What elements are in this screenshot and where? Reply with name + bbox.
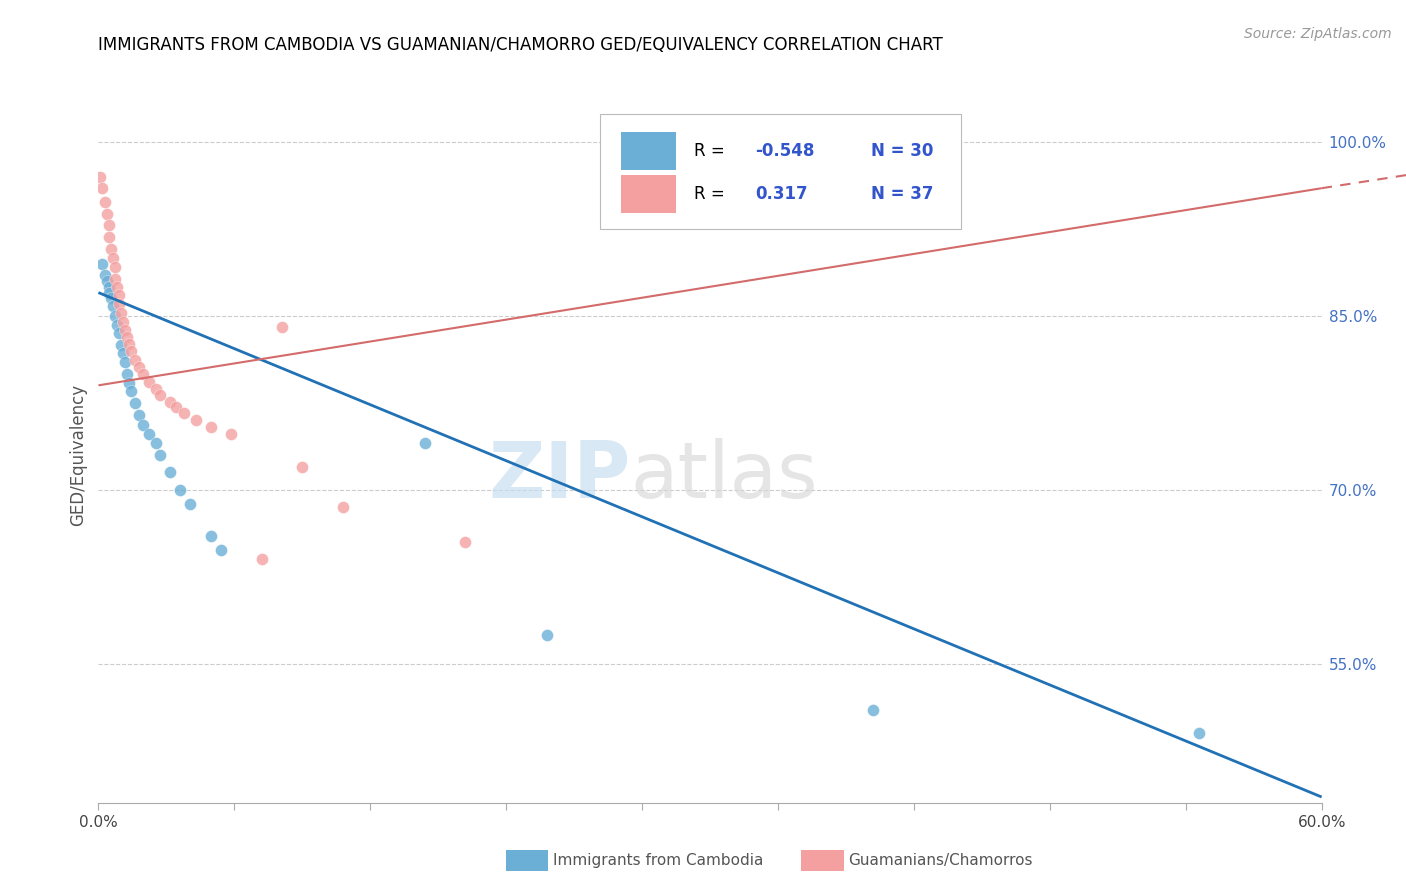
Text: atlas: atlas (630, 438, 818, 514)
Text: ZIP: ZIP (488, 438, 630, 514)
Point (159, 394, 181, 409)
Point (169, 483, 191, 497)
Text: R =: R = (695, 142, 730, 160)
Point (110, 338, 132, 352)
Point (108, 297, 131, 311)
Point (118, 376, 141, 390)
Point (200, 420, 222, 434)
FancyBboxPatch shape (620, 132, 676, 170)
Point (101, 251, 124, 265)
Point (159, 466, 181, 480)
Point (862, 703, 884, 717)
Point (1188, 726, 1211, 740)
Point (132, 417, 155, 432)
Point (101, 300, 124, 314)
Point (97, 230, 120, 244)
Point (124, 396, 146, 410)
Point (118, 336, 141, 351)
Point (138, 375, 160, 389)
Text: N = 37: N = 37 (872, 185, 934, 203)
Point (250, 552, 273, 566)
Text: IMMIGRANTS FROM CAMBODIA VS GUAMANIAN/CHAMORRO GED/EQUIVALENCY CORRELATION CHART: IMMIGRANTS FROM CAMBODIA VS GUAMANIAN/CH… (98, 36, 943, 54)
Point (97, 280, 120, 294)
Text: Source: ZipAtlas.com: Source: ZipAtlas.com (1244, 27, 1392, 41)
Point (108, 326, 131, 341)
Point (110, 306, 132, 320)
Point (114, 355, 136, 369)
Point (132, 367, 155, 381)
Point (111, 346, 134, 360)
Point (97, 285, 120, 300)
Point (105, 318, 128, 332)
Point (454, 534, 477, 549)
Point (97, 219, 120, 233)
Point (104, 309, 127, 323)
Point (93, 195, 115, 210)
Point (186, 413, 208, 427)
Text: 0.317: 0.317 (755, 185, 808, 203)
Point (111, 315, 134, 329)
Text: Guamanians/Chamorros: Guamanians/Chamorros (848, 854, 1032, 868)
FancyBboxPatch shape (600, 114, 960, 229)
Point (91, 181, 114, 195)
Point (93, 268, 115, 282)
Point (173, 406, 195, 420)
Point (209, 543, 232, 558)
Point (145, 436, 167, 450)
Y-axis label: GED/Equivalency: GED/Equivalency (69, 384, 87, 526)
Point (115, 367, 138, 381)
Point (179, 497, 201, 511)
Point (128, 409, 150, 423)
Point (138, 427, 160, 442)
Point (413, 436, 436, 450)
Point (115, 329, 138, 343)
Point (120, 343, 142, 358)
Point (291, 459, 314, 474)
Point (270, 320, 294, 334)
Point (165, 401, 187, 415)
Text: R =: R = (695, 185, 735, 203)
Point (536, 628, 558, 642)
Point (128, 359, 150, 374)
Point (100, 291, 122, 305)
Point (96, 207, 118, 221)
Point (104, 260, 127, 274)
Point (96, 274, 118, 288)
Point (124, 352, 146, 367)
Text: -0.548: -0.548 (755, 142, 814, 160)
Point (104, 271, 127, 285)
Point (332, 500, 354, 514)
Text: N = 30: N = 30 (872, 142, 934, 160)
Point (114, 323, 136, 337)
Point (91, 257, 114, 271)
Point (149, 387, 172, 401)
Point (108, 288, 131, 302)
Point (120, 384, 142, 398)
Text: Immigrants from Cambodia: Immigrants from Cambodia (553, 854, 763, 868)
FancyBboxPatch shape (620, 175, 676, 213)
Point (200, 529, 222, 543)
Point (100, 242, 122, 256)
Point (219, 427, 242, 442)
Point (149, 448, 172, 462)
Point (105, 280, 128, 294)
Point (145, 382, 167, 396)
Point (89, 169, 111, 184)
